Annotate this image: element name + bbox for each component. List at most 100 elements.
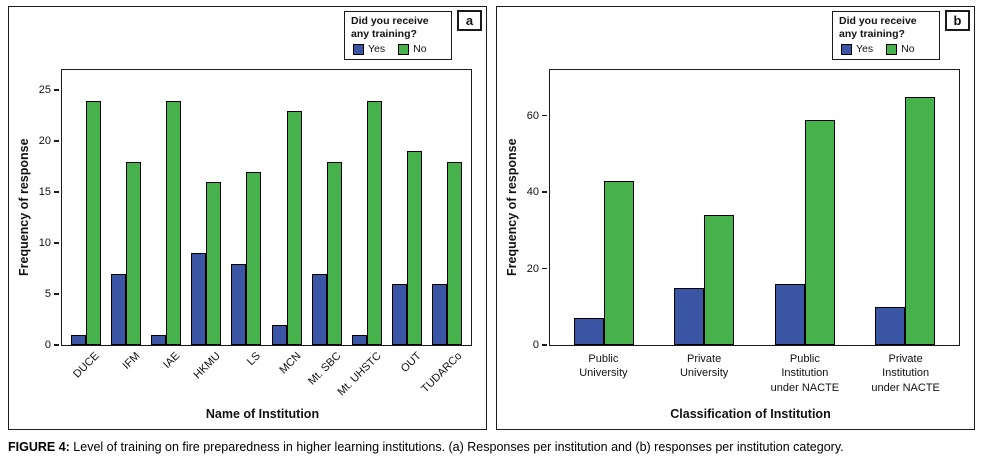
bar-iae-no — [166, 101, 182, 345]
bar-mcn-no — [286, 111, 302, 345]
bar-ls-yes — [231, 264, 247, 345]
y-axis-ticks: 0 20 40 60 — [505, 70, 549, 351]
x-tick-label: Mt. SBC — [305, 350, 344, 388]
bar-public-university-no — [604, 181, 635, 345]
bar-group — [106, 162, 146, 345]
x-tick-label: HKMU — [191, 350, 223, 382]
bar-public-institution-under-nacte-yes — [774, 284, 805, 345]
legend-item: Yes — [353, 43, 385, 55]
x-tick-cell: Private University — [654, 346, 755, 404]
bar-group — [855, 97, 955, 345]
bar-group — [427, 162, 467, 345]
chart-panels: a Did you receive any training? Yes No Fr… — [8, 6, 975, 430]
panel-b: b Did you receive any training? Yes No Fr… — [496, 6, 975, 430]
y-tick-mark — [54, 242, 59, 244]
legend-label: Yes — [856, 43, 874, 56]
bar-group — [186, 182, 226, 345]
legend-items: Yes No — [839, 43, 933, 55]
bar-hkmu-yes — [191, 253, 207, 345]
plot-wrap: 0 20 40 60 Public University Private Univers… — [527, 69, 960, 394]
y-tick-label: 0 — [44, 339, 51, 351]
x-axis-title: Classification of Institution — [670, 407, 831, 421]
bar-group — [387, 151, 427, 345]
legend-a: Did you receive any training? Yes No — [344, 11, 452, 61]
y-tick-label: 15 — [38, 186, 51, 199]
bar-iae-yes — [151, 335, 167, 345]
bar-duce-yes — [71, 335, 87, 345]
x-tick-cell: IFM — [105, 346, 145, 404]
panel-b-letter: b — [945, 10, 970, 31]
x-tick-cell: Public Institution under NACTE — [755, 346, 856, 404]
bar-group — [554, 181, 654, 345]
bar-hkmu-no — [206, 182, 222, 345]
bar-tudarco-yes — [431, 284, 447, 345]
y-tick-mark — [542, 344, 547, 346]
legend-item: No — [886, 43, 915, 56]
bar-group — [755, 120, 855, 345]
legend-swatch-no — [398, 43, 410, 55]
y-axis-ticks: 0 5 10 15 20 25 — [17, 70, 61, 351]
x-tick-cell: TUDARCo — [419, 346, 468, 404]
x-axis-title: Name of Institution — [205, 407, 320, 421]
bar-mt-sbc-yes — [311, 274, 327, 345]
bar-public-university-yes — [574, 318, 605, 345]
y-tick-label: 20 — [38, 135, 51, 148]
y-tick-label: 0 — [532, 339, 539, 351]
x-tick-cell: HKMU — [186, 346, 226, 404]
legend-label: No — [413, 43, 427, 56]
bar-ifm-no — [126, 162, 142, 345]
bar-group — [66, 101, 106, 345]
panel-a-letter: a — [457, 10, 482, 31]
bar-group — [347, 101, 387, 345]
x-tick-cell: LS — [226, 346, 266, 404]
legend-swatch-yes — [353, 43, 364, 55]
x-tick-cell: DUCE — [65, 346, 105, 404]
bar-private-institution-under-nacte-no — [904, 97, 935, 345]
bar-private-university-yes — [674, 288, 705, 345]
legend-items: Yes No — [351, 43, 445, 55]
legend-title: Did you receive any training? — [351, 15, 429, 40]
bar-public-institution-under-nacte-no — [804, 120, 835, 345]
x-tick-cell: MCN — [266, 346, 306, 404]
x-tick-label: OUT — [399, 350, 425, 375]
x-tick-label: Private Institution under NACTE — [871, 353, 940, 394]
x-tick-cell: OUT — [387, 346, 427, 404]
bar-groups — [550, 70, 959, 345]
plot-area — [549, 69, 960, 346]
bar-private-institution-under-nacte-yes — [874, 307, 905, 345]
legend-b: Did you receive any training? Yes No — [832, 11, 940, 61]
y-tick-mark — [54, 344, 59, 346]
bar-mcn-yes — [271, 325, 287, 345]
x-tick-label: Public University — [579, 353, 628, 380]
y-tick-mark — [542, 114, 547, 117]
bar-out-no — [406, 151, 422, 345]
y-tick-label: 60 — [526, 109, 539, 122]
legend-title: Did you receive any training? — [839, 15, 917, 40]
legend-label: Yes — [368, 43, 386, 56]
legend-swatch-yes — [841, 43, 852, 55]
legend-label: No — [901, 43, 915, 56]
plot-wrap: 0 5 10 15 20 25 DUCE IFM IAE HKMU LS MCN Mt. SBC Mt.… — [39, 69, 472, 398]
x-tick-label: IFM — [120, 350, 142, 372]
y-tick-mark — [54, 89, 59, 91]
caption-text: Level of training on fire preparedness i… — [69, 440, 844, 454]
y-tick-mark — [54, 293, 59, 295]
bar-group — [307, 162, 347, 345]
bar-private-university-no — [704, 215, 735, 345]
bar-group — [146, 101, 186, 345]
legend-swatch-no — [886, 43, 898, 55]
x-tick-label: DUCE — [71, 350, 102, 381]
x-tick-cell: IAE — [146, 346, 186, 404]
bar-groups — [62, 70, 471, 345]
bar-group — [654, 215, 754, 345]
y-tick-mark — [542, 191, 547, 193]
y-tick-mark — [542, 267, 547, 270]
caption-label: FIGURE 4: — [8, 440, 70, 454]
y-tick-mark — [54, 191, 59, 193]
bar-mt-uhstc-yes — [351, 335, 367, 345]
legend-item: Yes — [841, 43, 873, 55]
legend-item: No — [398, 43, 427, 56]
bar-mt-uhstc-no — [366, 101, 382, 345]
bar-tudarco-no — [446, 162, 462, 345]
